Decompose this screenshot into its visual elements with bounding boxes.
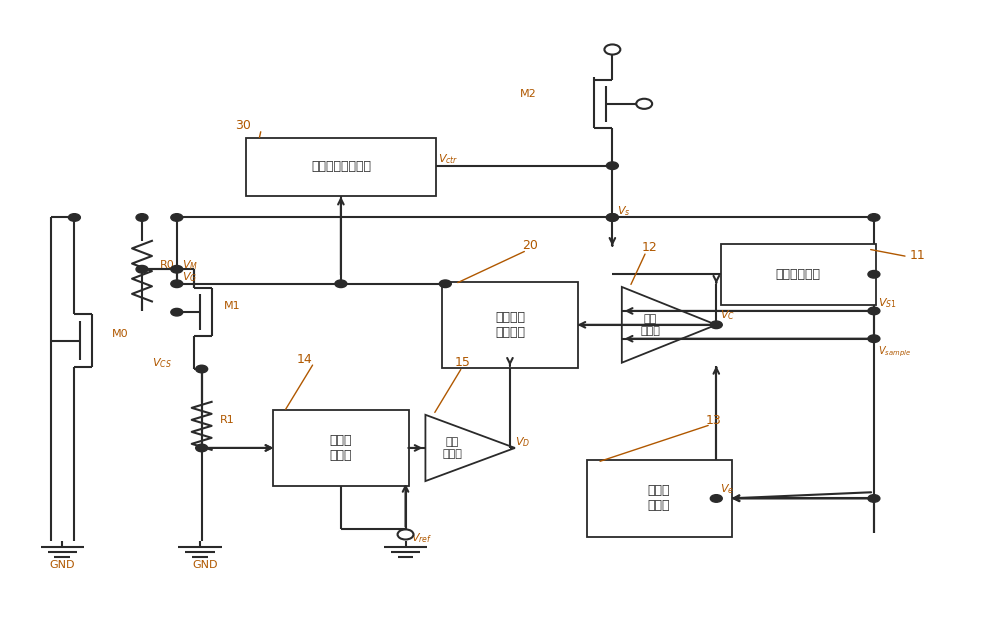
FancyBboxPatch shape bbox=[273, 410, 409, 486]
Circle shape bbox=[710, 321, 722, 329]
Circle shape bbox=[606, 213, 618, 221]
Text: M2: M2 bbox=[520, 89, 537, 99]
Text: 电压
比较器: 电压 比较器 bbox=[442, 437, 462, 459]
Text: 12: 12 bbox=[641, 241, 657, 254]
Text: GND: GND bbox=[192, 560, 217, 569]
Text: $V_D$: $V_D$ bbox=[515, 435, 530, 448]
Circle shape bbox=[439, 280, 451, 287]
Circle shape bbox=[171, 213, 183, 221]
Text: $V_{ctr}$: $V_{ctr}$ bbox=[438, 152, 458, 166]
Circle shape bbox=[196, 444, 208, 452]
Text: GND: GND bbox=[50, 560, 75, 569]
Circle shape bbox=[868, 307, 880, 315]
Text: 延时逻辑控制单元: 延时逻辑控制单元 bbox=[311, 161, 371, 173]
Circle shape bbox=[171, 266, 183, 273]
Text: M1: M1 bbox=[224, 301, 240, 311]
FancyBboxPatch shape bbox=[246, 138, 436, 196]
Text: $V_s$: $V_s$ bbox=[617, 204, 631, 218]
Circle shape bbox=[171, 280, 183, 287]
FancyBboxPatch shape bbox=[442, 282, 578, 368]
Circle shape bbox=[606, 162, 618, 169]
Circle shape bbox=[171, 308, 183, 316]
Text: $V_M$: $V_M$ bbox=[182, 258, 198, 272]
Text: $V_{ref}$: $V_{ref}$ bbox=[411, 531, 432, 545]
Text: $V_{sample}$: $V_{sample}$ bbox=[878, 345, 911, 359]
Text: 11: 11 bbox=[910, 249, 926, 262]
Circle shape bbox=[868, 335, 880, 343]
Text: 13: 13 bbox=[706, 414, 722, 427]
Text: $V_G$: $V_G$ bbox=[182, 271, 197, 284]
Text: 30: 30 bbox=[235, 119, 251, 132]
Text: R1: R1 bbox=[220, 415, 234, 425]
Text: 20: 20 bbox=[522, 240, 538, 252]
Text: $V_e$: $V_e$ bbox=[720, 482, 734, 496]
Circle shape bbox=[606, 213, 618, 221]
Circle shape bbox=[335, 280, 347, 287]
Text: 15: 15 bbox=[454, 356, 470, 369]
Text: 迟滞
比较器: 迟滞 比较器 bbox=[640, 314, 660, 336]
Text: R0: R0 bbox=[160, 260, 175, 270]
Text: 控制逻辑
信号单元: 控制逻辑 信号单元 bbox=[495, 311, 525, 339]
Text: 前沿消
隐单元: 前沿消 隐单元 bbox=[330, 434, 352, 462]
Circle shape bbox=[868, 495, 880, 502]
Text: 过压保
护单元: 过压保 护单元 bbox=[648, 485, 670, 512]
Text: $V_{S1}$: $V_{S1}$ bbox=[878, 296, 897, 310]
Text: $V_{CS}$: $V_{CS}$ bbox=[152, 356, 172, 369]
Circle shape bbox=[136, 266, 148, 273]
Circle shape bbox=[136, 213, 148, 221]
Text: 14: 14 bbox=[296, 353, 312, 366]
Text: 信号采样单元: 信号采样单元 bbox=[776, 268, 821, 281]
FancyBboxPatch shape bbox=[587, 461, 732, 536]
Circle shape bbox=[196, 365, 208, 373]
Text: M0: M0 bbox=[112, 329, 129, 340]
Text: $V_C$: $V_C$ bbox=[720, 308, 735, 322]
Circle shape bbox=[710, 495, 722, 502]
Circle shape bbox=[868, 213, 880, 221]
Circle shape bbox=[68, 213, 80, 221]
FancyBboxPatch shape bbox=[721, 244, 876, 304]
Circle shape bbox=[868, 271, 880, 278]
